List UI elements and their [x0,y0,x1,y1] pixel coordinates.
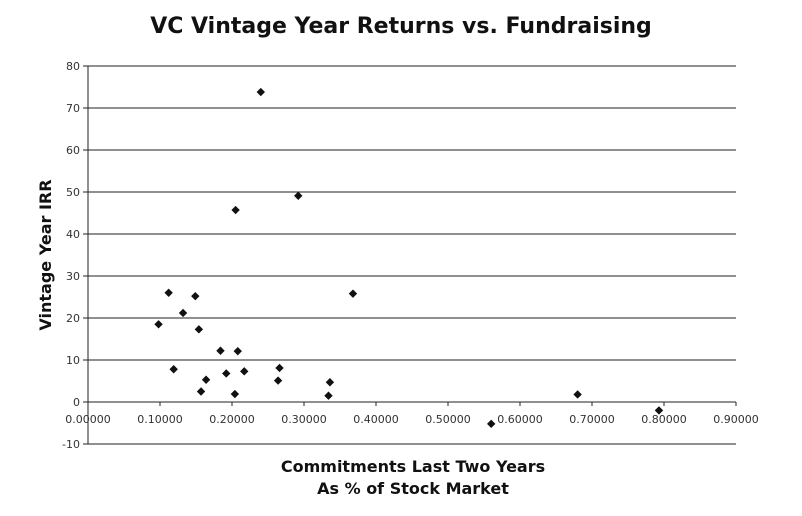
data-point [348,289,358,298]
x-axis-ticks: 0.00000 0.10000 0.20000 0.30000 0.40000 0.500… [65,413,759,426]
data-point [573,390,582,399]
x-tick-label: 0.10000 [137,413,183,426]
x-axis-title-line-1: Commitments Last Two Years [281,457,545,476]
x-tick-label: 0.30000 [281,413,327,426]
x-tick-label: 0.00000 [65,413,111,426]
y-tick-label: -10 [62,438,80,451]
data-point [154,320,163,329]
data-point [194,325,204,334]
data-point [178,308,188,318]
data-point [240,367,249,376]
data-point [256,87,265,97]
data-point [654,406,664,415]
data-point [222,369,231,378]
data-point [231,205,240,215]
x-tick-label: 0.60000 [497,413,543,426]
y-axis-ticks: -10 0 10 20 30 40 50 60 70 80 [62,60,80,451]
x-tick-label: 0.80000 [641,413,687,426]
y-tick-label: 80 [66,60,80,73]
x-tick-label: 0.50000 [425,413,471,426]
data-point [201,375,211,384]
data-point [325,378,335,387]
data-point [273,376,283,385]
chart-title: VC Vintage Year Returns vs. Fundraising [150,14,652,39]
data-point [164,288,173,297]
data-point [216,346,225,355]
y-tick-label: 10 [66,354,80,367]
data-point [294,191,303,200]
y-axis-title: Vintage Year IRR [36,179,55,330]
x-axis-title-line-2: As % of Stock Market [317,479,509,498]
gridlines [83,65,737,445]
data-points [154,87,664,429]
data-point [324,391,333,400]
data-point [275,363,284,373]
x-tick-label: 0.90000 [713,413,759,426]
x-tick-label: 0.70000 [569,413,615,426]
y-tick-label: 60 [66,144,80,157]
x-tick-label: 0.20000 [209,413,255,426]
y-tick-label: 40 [66,228,80,241]
y-tick-label: 70 [66,102,80,115]
data-point [196,387,206,396]
x-tick-label: 0.40000 [353,413,399,426]
data-point [233,346,242,356]
data-point [487,419,496,429]
y-tick-label: 20 [66,312,80,325]
data-point [230,389,240,399]
y-tick-label: 0 [73,396,80,409]
data-point [169,365,178,374]
y-tick-label: 50 [66,186,80,199]
data-point [191,291,200,301]
y-tick-label: 30 [66,270,80,283]
